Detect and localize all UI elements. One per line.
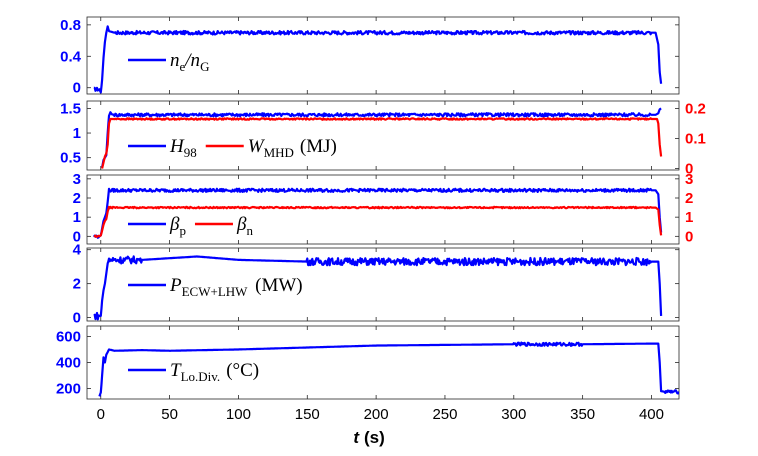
series-line-MHD <box>101 117 663 169</box>
y-right-tick-label: 1 <box>685 209 693 226</box>
y-right-tick-label: 0 <box>685 161 693 178</box>
panel-3: 0 1 2 3 0 1 2 3 βp βn <box>73 171 694 246</box>
legend-entry: βp <box>169 214 186 238</box>
x-tick-label: 200 <box>364 406 389 423</box>
y-right-tick-label: 0.1 <box>685 131 706 148</box>
y-tick-label: 600 <box>56 328 81 345</box>
x-tick-label: 100 <box>226 406 251 423</box>
x-tick-label: 0 <box>97 406 105 423</box>
x-tick-label: 400 <box>639 406 664 423</box>
y-tick-label: 0.4 <box>60 48 82 65</box>
x-tick-label: 350 <box>570 406 595 423</box>
series-line-e <box>93 25 663 94</box>
y-tick-label: 0 <box>73 310 81 327</box>
y-tick-label: 1 <box>73 125 81 142</box>
legend-entry: ne/nG <box>170 50 209 74</box>
x-axis-label-variable: t <box>353 428 360 447</box>
series-line-p <box>92 187 663 239</box>
legend-entry: βn <box>236 214 253 238</box>
y-tick-label: 0.5 <box>60 150 81 167</box>
legend-entry: WMHD <box>248 136 294 160</box>
x-tick-label: 150 <box>295 406 320 423</box>
legend-entry: PECW+LHW <box>169 275 248 299</box>
legend-unit: (MJ) <box>300 136 337 157</box>
panel-frame <box>86 174 680 245</box>
panel-4: 0 2 4 PECW+LHW (MW) <box>73 242 680 327</box>
x-tick-label: 250 <box>432 406 457 423</box>
y-tick-label: 3 <box>73 171 81 188</box>
x-tick-label: 300 <box>501 406 526 423</box>
y-right-tick-label: 0 <box>685 228 693 245</box>
y-tick-label: 0 <box>73 80 81 97</box>
y-tick-label: 2 <box>73 190 81 207</box>
y-right-tick-label: 3 <box>685 171 693 188</box>
legend-entry: TLo.Div. <box>170 360 220 384</box>
y-right-tick-label: 2 <box>685 190 693 207</box>
y-tick-label: 0 <box>73 228 81 245</box>
legend-entry: H98 <box>169 136 197 160</box>
y-tick-label: 200 <box>56 381 81 398</box>
series-line-98 <box>101 107 662 168</box>
panel-frame <box>86 16 680 95</box>
series-line-ECW+LHW <box>93 255 663 321</box>
series-line-n <box>93 205 663 238</box>
panels-group: 0 0.4 0.8 ne/nG 0.5 1 1.5 0 0.1 0.2 H98 WMHD (MJ) 0 1 2… <box>56 16 706 400</box>
x-axis-label-unit: (s) <box>364 428 385 447</box>
y-tick-label: 400 <box>56 355 81 372</box>
panel-1: 0 0.4 0.8 ne/nG <box>60 16 680 97</box>
panel-2: 0.5 1 1.5 0 0.1 0.2 H98 WMHD (MJ) <box>60 100 706 177</box>
y-tick-label: 1 <box>73 209 81 226</box>
y-tick-label: 0.8 <box>60 17 81 34</box>
y-tick-label: 1.5 <box>60 100 81 117</box>
x-axis: 0 50 100 150 200 250 300 350 400 <box>97 406 664 423</box>
panel-frame <box>86 247 680 322</box>
panel-5: 200 400 600 TLo.Div. (°C) <box>56 325 680 400</box>
legend-unit: (MW) <box>255 275 302 296</box>
panel-frame <box>86 100 680 171</box>
y-tick-label: 4 <box>73 242 82 259</box>
series-line-Lo.Div. <box>98 341 679 397</box>
x-tick-label: 50 <box>161 406 178 423</box>
legend-unit: (°C) <box>226 360 259 381</box>
y-right-tick-label: 0.2 <box>685 101 706 118</box>
y-tick-label: 2 <box>73 276 81 293</box>
